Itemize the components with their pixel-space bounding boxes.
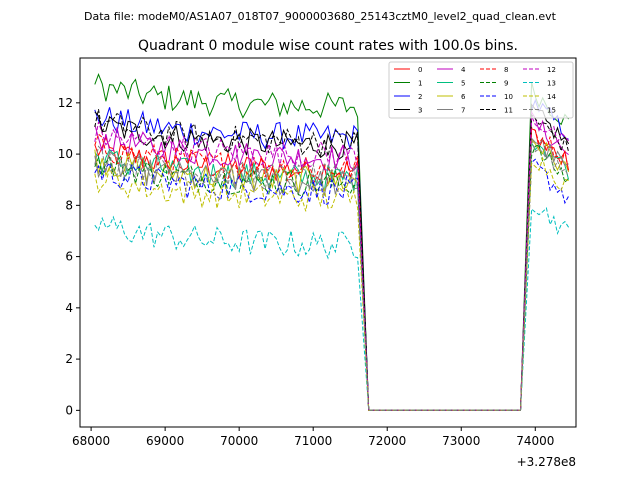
- legend-label-1: 1: [418, 80, 422, 88]
- axes-frame: [79, 57, 577, 428]
- legend-label-10: 10: [504, 93, 513, 101]
- series-line-11: [94, 109, 570, 411]
- series-line-12: [94, 115, 569, 411]
- legend-label-3: 3: [418, 107, 422, 115]
- legend-label-12: 12: [547, 66, 556, 74]
- y-tick-label: 4: [65, 301, 73, 315]
- x-tick-label: 72000: [368, 434, 406, 448]
- series-line-10: [94, 158, 570, 411]
- figure-suptitle: Data file: modeM0/AS1A07_018T07_90000036…: [84, 10, 557, 23]
- series-line-7: [94, 137, 569, 411]
- y-tick-label: 10: [58, 147, 73, 161]
- x-offset-label: +3.278e8: [517, 455, 576, 469]
- y-tick-label: 2: [65, 352, 73, 366]
- x-axis: 68000 69000 70000 71000 72000 73000 74000: [72, 427, 554, 448]
- legend-label-13: 13: [547, 80, 556, 88]
- legend-label-9: 9: [504, 80, 508, 88]
- series-line-8: [94, 126, 570, 411]
- y-axis: 0 2 4 6 8 10 12: [58, 96, 80, 417]
- series-lines: [94, 73, 570, 411]
- y-tick-label: 0: [65, 403, 73, 417]
- legend-label-0: 0: [418, 66, 422, 74]
- series-line-1: [94, 73, 569, 411]
- x-tick-label: 74000: [516, 434, 554, 448]
- series-line-3: [94, 103, 570, 411]
- legend-label-7: 7: [461, 107, 465, 115]
- x-tick-label: 73000: [442, 434, 480, 448]
- legend-label-5: 5: [461, 80, 465, 88]
- legend-label-2: 2: [418, 93, 422, 101]
- x-tick-label: 70000: [220, 434, 258, 448]
- x-tick-label: 69000: [146, 434, 184, 448]
- series-line-15: [94, 140, 570, 411]
- series-line-9: [94, 144, 569, 411]
- series-line-14: [94, 156, 569, 411]
- legend-label-11: 11: [504, 107, 513, 115]
- y-tick-label: 6: [65, 250, 73, 264]
- x-tick-label: 68000: [72, 434, 110, 448]
- x-tick-label: 71000: [294, 434, 332, 448]
- series-line-6: [94, 138, 570, 411]
- y-tick-label: 12: [58, 96, 73, 110]
- series-line-13: [94, 207, 570, 411]
- chart-title: Quadrant 0 module wise count rates with …: [138, 38, 518, 54]
- legend-label-4: 4: [461, 66, 466, 74]
- legend-label-14: 14: [547, 93, 556, 101]
- y-tick-label: 8: [65, 198, 73, 212]
- legend-label-6: 6: [461, 93, 466, 101]
- legend-label-8: 8: [504, 66, 508, 74]
- legend-label-15: 15: [547, 107, 556, 115]
- legend-box: [388, 61, 574, 119]
